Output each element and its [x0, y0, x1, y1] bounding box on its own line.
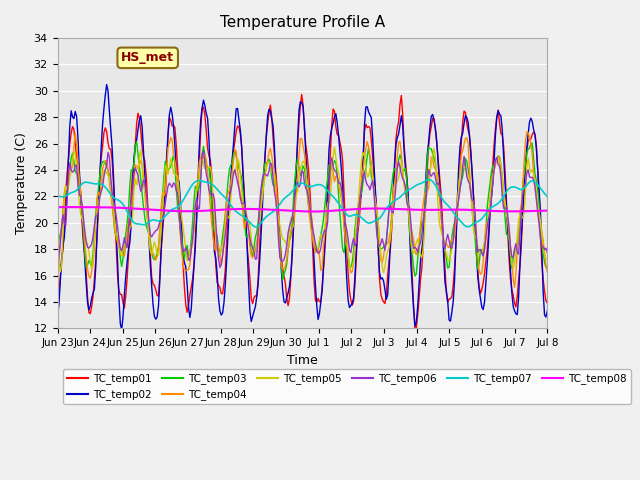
TC_temp02 — [429, 112, 436, 118]
Title: Temperature Profile A: Temperature Profile A — [220, 15, 385, 30]
TC_temp07 — [72, 188, 79, 194]
TC_temp05 — [54, 251, 61, 257]
TC_temp06 — [426, 171, 434, 177]
TC_temp03 — [573, 266, 581, 272]
TC_temp01 — [575, 320, 582, 325]
TC_temp04 — [504, 217, 511, 223]
TC_temp06 — [559, 143, 566, 149]
TC_temp08 — [507, 208, 515, 214]
TC_temp07 — [252, 224, 259, 230]
TC_temp07 — [54, 194, 61, 200]
Line: TC_temp03: TC_temp03 — [58, 142, 580, 294]
TC_temp02 — [325, 147, 333, 153]
TC_temp06 — [323, 228, 330, 233]
TC_temp06 — [88, 241, 95, 247]
TC_temp05 — [429, 152, 436, 158]
X-axis label: Time: Time — [287, 354, 318, 367]
Line: TC_temp01: TC_temp01 — [58, 95, 580, 329]
TC_temp06 — [72, 162, 79, 168]
TC_temp02 — [72, 108, 79, 114]
TC_temp03 — [428, 146, 435, 152]
Legend: TC_temp01, TC_temp02, TC_temp03, TC_temp04, TC_temp05, TC_temp06, TC_temp07, TC_: TC_temp01, TC_temp02, TC_temp03, TC_temp… — [63, 369, 631, 404]
Line: TC_temp07: TC_temp07 — [58, 180, 580, 227]
TC_temp02 — [54, 314, 61, 320]
TC_temp04 — [575, 273, 582, 279]
TC_temp05 — [331, 144, 339, 150]
TC_temp04 — [72, 130, 79, 136]
TC_temp08 — [63, 204, 71, 210]
TC_temp05 — [575, 260, 582, 266]
TC_temp02 — [576, 284, 584, 290]
TC_temp06 — [573, 250, 581, 255]
TC_temp04 — [576, 282, 584, 288]
TC_temp01 — [507, 276, 515, 281]
TC_temp05 — [380, 270, 387, 276]
TC_temp01 — [411, 326, 419, 332]
Line: TC_temp04: TC_temp04 — [58, 132, 580, 288]
TC_temp02 — [88, 295, 95, 301]
TC_temp01 — [429, 115, 436, 121]
TC_temp05 — [323, 209, 330, 215]
TC_temp03 — [88, 264, 95, 269]
TC_temp07 — [324, 188, 332, 194]
Line: TC_temp06: TC_temp06 — [58, 146, 580, 271]
TC_temp07 — [575, 220, 582, 226]
TC_temp01 — [324, 199, 332, 205]
TC_temp01 — [576, 319, 584, 324]
TC_temp04 — [511, 285, 518, 290]
TC_temp03 — [505, 237, 513, 243]
TC_temp02 — [103, 82, 111, 87]
TC_temp08 — [429, 207, 436, 213]
TC_temp03 — [54, 254, 61, 260]
TC_temp07 — [507, 185, 515, 191]
TC_temp06 — [54, 268, 61, 274]
TC_temp05 — [507, 247, 515, 252]
TC_temp04 — [426, 171, 434, 177]
TC_temp03 — [72, 169, 79, 175]
TC_temp08 — [89, 204, 97, 210]
TC_temp06 — [576, 246, 584, 252]
TC_temp06 — [504, 213, 511, 218]
TC_temp01 — [72, 141, 79, 147]
TC_temp01 — [298, 92, 305, 97]
TC_temp08 — [576, 207, 584, 213]
Line: TC_temp05: TC_temp05 — [58, 147, 580, 273]
TC_temp01 — [54, 293, 61, 299]
TC_temp02 — [575, 294, 582, 300]
Text: HS_met: HS_met — [121, 51, 174, 64]
Line: TC_temp08: TC_temp08 — [58, 207, 580, 212]
Y-axis label: Temperature (C): Temperature (C) — [15, 132, 28, 234]
TC_temp05 — [88, 266, 95, 272]
TC_temp02 — [118, 327, 125, 333]
TC_temp02 — [507, 268, 515, 274]
TC_temp07 — [576, 221, 584, 227]
TC_temp04 — [54, 272, 61, 278]
TC_temp03 — [133, 139, 141, 144]
TC_temp08 — [310, 209, 318, 215]
TC_temp08 — [325, 208, 333, 214]
TC_temp04 — [323, 218, 330, 224]
TC_temp03 — [576, 291, 584, 297]
Line: TC_temp02: TC_temp02 — [58, 84, 580, 330]
TC_temp05 — [72, 151, 79, 156]
TC_temp08 — [73, 204, 81, 210]
TC_temp04 — [88, 269, 95, 275]
TC_temp05 — [576, 261, 584, 266]
TC_temp01 — [88, 304, 95, 310]
TC_temp07 — [88, 180, 95, 186]
TC_temp03 — [324, 175, 332, 180]
TC_temp04 — [523, 129, 531, 135]
TC_temp08 — [575, 207, 582, 213]
TC_temp07 — [425, 177, 433, 182]
TC_temp07 — [429, 179, 436, 184]
TC_temp08 — [54, 204, 61, 210]
